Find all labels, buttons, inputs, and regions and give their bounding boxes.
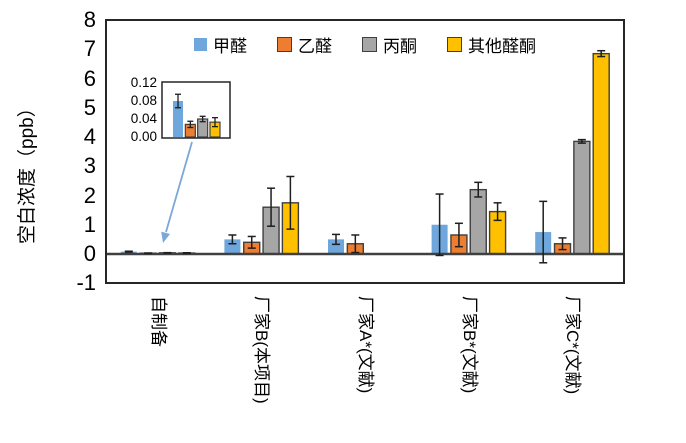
y-tick-label: 7 [83,36,96,62]
y-tick-label: 2 [83,182,96,208]
y-tick-label: 6 [83,65,96,91]
bar [469,188,487,255]
legend-swatch [362,36,377,52]
legend-item: 甲醛 [194,32,247,57]
legend-swatch [277,36,292,52]
y-tick-label: 1 [83,211,96,237]
y-tick-label: 0 [83,241,96,266]
x-category-label: 厂家C*(文献) [563,296,583,395]
y-tick-label: 5 [83,94,96,120]
legend-item: 乙醛 [277,32,332,57]
legend-item: 其他醛酮 [447,32,536,57]
legend-label: 乙醛 [298,36,332,56]
inset-bar [173,101,183,137]
legend-label: 其他醛酮 [468,36,536,56]
legend-label: 丙酮 [383,36,417,56]
y-tick-label: 3 [83,153,96,179]
x-category-label: 厂家B*(文献) [459,296,479,394]
legend-swatch [447,36,462,52]
inset-tick-label: 0.04 [130,111,157,126]
inset-tick-label: 0.08 [130,93,157,108]
inset-tick-label: 0.12 [130,75,157,90]
legend-item: 丙酮 [362,32,417,57]
x-category-label: 厂家B(本项目) [252,296,272,404]
legend-swatch [194,37,207,51]
y-tick-label: -1 [76,270,96,296]
legend-label: 甲醛 [213,36,247,56]
bar [592,52,610,255]
bar [328,239,344,254]
y-tick-label: 8 [83,7,96,32]
legend: 甲醛 乙醛 丙酮 其他醛酮 [106,32,624,56]
x-category-label: 厂家A*(文献) [356,296,375,394]
x-category-label: 自制备 [148,296,168,347]
y-tick-label: 4 [83,124,96,149]
plot-border [105,19,625,284]
inset-callout-arrow-line [165,141,193,233]
inset-tick-label: 0.00 [130,129,157,144]
bar [573,140,591,255]
inset-callout-arrow-head [161,231,170,243]
